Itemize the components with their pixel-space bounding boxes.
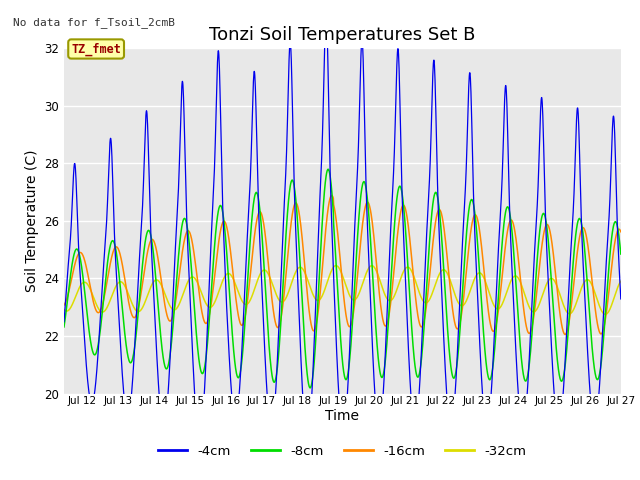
- Y-axis label: Soil Temperature (C): Soil Temperature (C): [24, 150, 38, 292]
- Text: No data for f_Tsoil_2cmB: No data for f_Tsoil_2cmB: [13, 17, 175, 28]
- Title: Tonzi Soil Temperatures Set B: Tonzi Soil Temperatures Set B: [209, 25, 476, 44]
- Legend: -4cm, -8cm, -16cm, -32cm: -4cm, -8cm, -16cm, -32cm: [153, 440, 532, 463]
- Text: TZ_fmet: TZ_fmet: [71, 42, 121, 56]
- X-axis label: Time: Time: [325, 409, 360, 423]
